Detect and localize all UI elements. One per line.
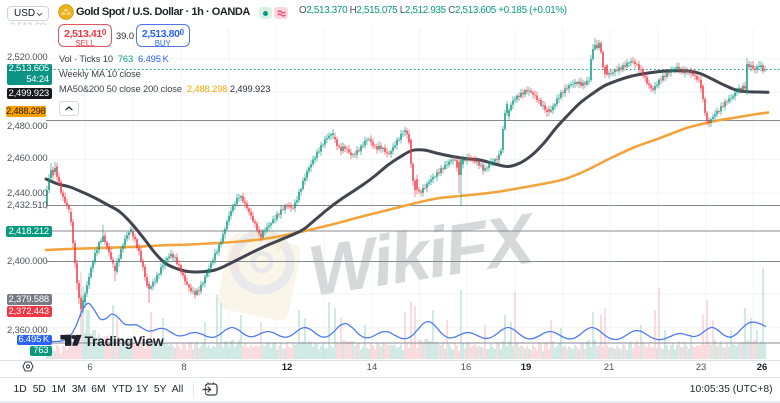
svg-text:WikiFX: WikiFX xyxy=(303,199,542,312)
svg-text:TradingView: TradingView xyxy=(85,333,164,349)
